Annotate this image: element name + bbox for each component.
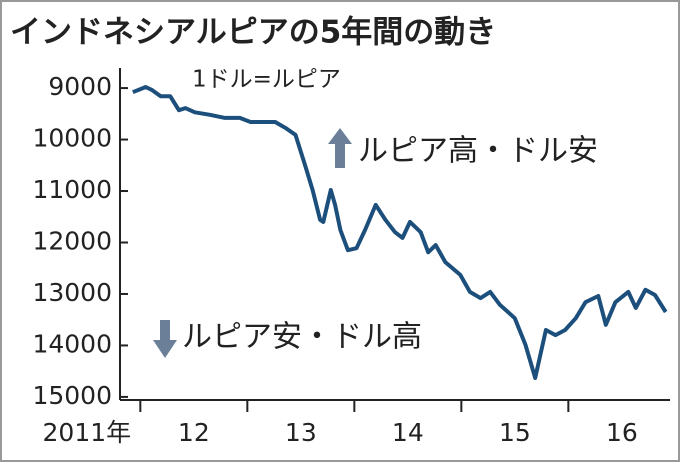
y-tick-label: 10000 (32, 124, 112, 153)
x-tick-label: 2011年 (43, 418, 132, 447)
x-tick-label: 13 (285, 418, 317, 447)
x-tick-label: 14 (392, 418, 424, 447)
y-tick-label: 13000 (32, 278, 112, 307)
y-tick-label: 15000 (32, 381, 112, 410)
y-tick-label: 11000 (32, 175, 112, 204)
down-arrow (153, 320, 177, 358)
up-arrow (328, 128, 352, 168)
x-tick-label: 15 (499, 418, 531, 447)
y-tick-label: 14000 (32, 329, 112, 358)
annotation-down: ルピア安・ドル高 (182, 320, 422, 355)
chart-title: インドネシアルピアの5年間の動き (10, 15, 496, 51)
annotation-up: ルピア高・ドル安 (358, 134, 598, 169)
y-tick-label: 9000 (48, 72, 112, 101)
x-tick-label: 16 (606, 418, 638, 447)
x-tick-label: 12 (178, 418, 210, 447)
unit-note: 1ドル=ルピア (192, 67, 341, 93)
data-line (132, 85, 668, 380)
y-tick-label: 12000 (32, 226, 112, 255)
